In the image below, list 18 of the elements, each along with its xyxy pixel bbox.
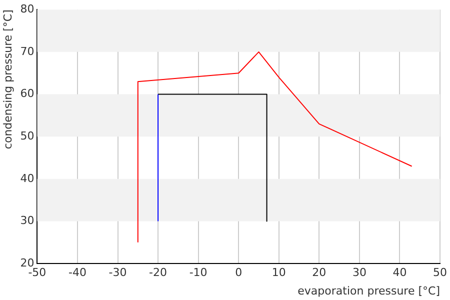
x-tick-label: 40 (392, 266, 407, 280)
x-tick-label: 20 (312, 266, 326, 280)
y-tick-label: 70 (20, 44, 34, 58)
x-tick-label: -30 (108, 266, 127, 280)
y-tick-label: 80 (20, 2, 34, 16)
x-tick-label: 50 (433, 266, 447, 280)
x-tick-label: 10 (272, 266, 286, 280)
y-axis-title: condensing pressure [°C] (1, 10, 14, 150)
y-tick-label: 50 (20, 129, 34, 142)
y-tick-label: 30 (20, 214, 34, 228)
x-tick-label: -10 (189, 266, 208, 280)
x-tick-label: 0 (235, 266, 242, 280)
x-tick-label: 30 (352, 266, 366, 280)
y-tick-label: 60 (20, 87, 34, 100)
y-tick-label: 40 (20, 172, 34, 185)
x-axis-title: evaporation pressure [°C] (298, 284, 440, 298)
x-tick-label: -20 (149, 266, 168, 280)
x-tick-label: -40 (68, 266, 86, 280)
